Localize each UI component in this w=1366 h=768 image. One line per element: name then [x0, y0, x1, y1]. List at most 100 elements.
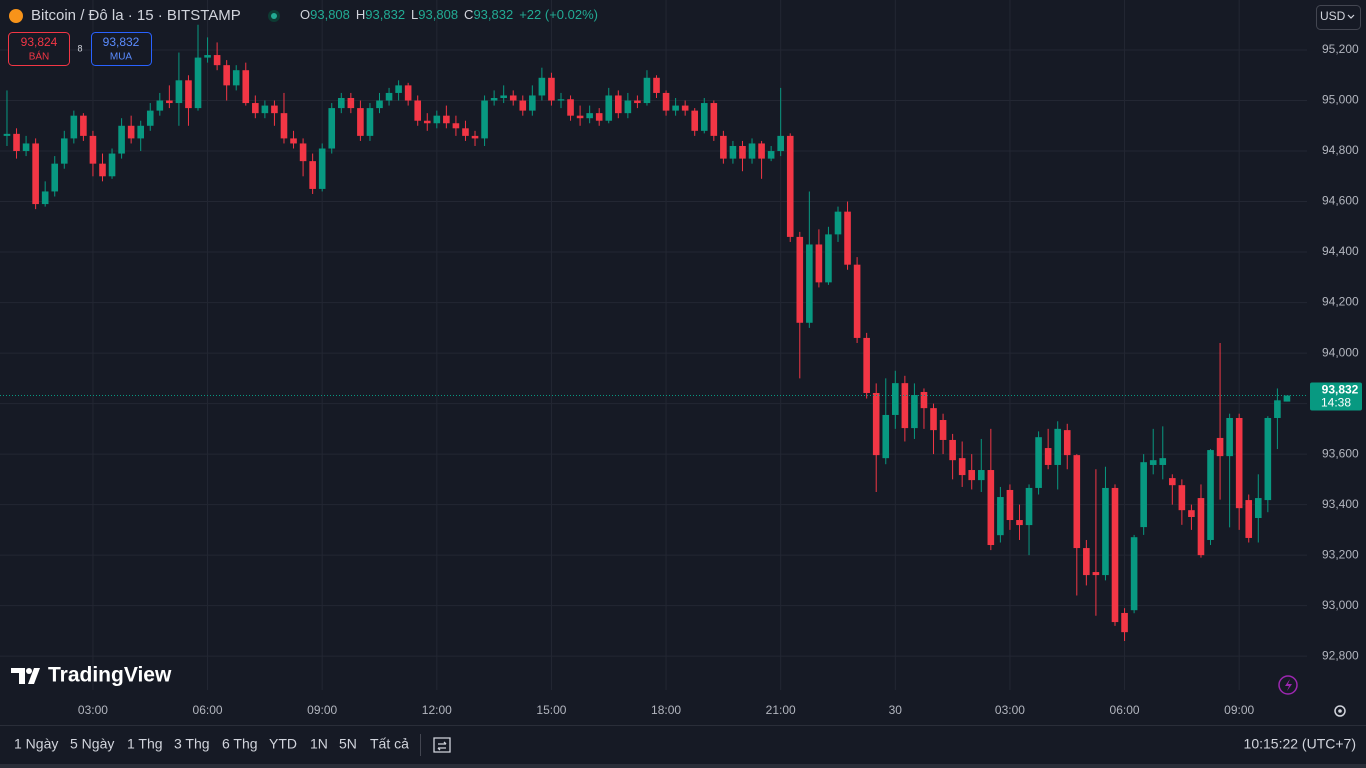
timeframe[interactable]: 6 Thg [222, 736, 258, 752]
logo-dot [26, 668, 32, 674]
candle-body [1159, 458, 1167, 465]
candle-body [844, 211, 851, 265]
candle-body [720, 135, 727, 159]
timeframe[interactable]: 5 Ngày [70, 736, 114, 752]
countdown: 14:38 [1321, 396, 1351, 410]
sell-price: 93,824 [21, 35, 58, 49]
x-tick-label: 03:00 [995, 703, 1025, 717]
logo: TradingView [48, 664, 172, 687]
candle-body [1006, 489, 1014, 521]
candle-body [739, 145, 746, 159]
candle-body [3, 133, 11, 136]
candle-body [615, 95, 622, 114]
candle-body [700, 103, 708, 131]
candle-body [748, 143, 756, 159]
buy-price: 93,832 [103, 35, 140, 49]
candle-body [1073, 455, 1081, 549]
y-tick-label: 93,400 [1322, 497, 1359, 511]
candle-body [710, 103, 718, 136]
candle-body [376, 100, 383, 109]
candle-body [1149, 460, 1157, 465]
chevron [1347, 14, 1355, 19]
candle-body [1111, 487, 1119, 623]
alert-icon[interactable] [1278, 675, 1298, 695]
candle-body [834, 211, 842, 235]
candle-body [89, 135, 97, 164]
last-price-label: 93,832 [1322, 383, 1359, 397]
x-tick-label: 12:00 [422, 703, 452, 717]
candle-body [22, 143, 30, 152]
candle-body [624, 100, 632, 114]
sell-button[interactable] [8, 32, 70, 66]
candle-body [576, 115, 584, 119]
candle-body [786, 135, 794, 237]
change: +22 (+0.02%) [519, 7, 598, 22]
candle-body [108, 153, 116, 177]
ohlc-key: L [411, 7, 418, 22]
logo-icon [11, 668, 40, 684]
candle-body [166, 100, 173, 104]
x-tick-label: 15:00 [536, 703, 566, 717]
candle-body [1063, 430, 1071, 456]
candle-body [194, 57, 202, 109]
candle-body [280, 113, 288, 139]
candle-body [997, 497, 1004, 536]
x-tick-label: 09:00 [1224, 703, 1254, 717]
buy-label: MUA [110, 52, 133, 63]
candle-body [347, 97, 355, 109]
timeframe[interactable]: 1 Thg [127, 736, 163, 752]
ohlc-key: H [356, 7, 365, 22]
candle-body [13, 133, 20, 152]
candle-body [299, 143, 307, 162]
candle-body [271, 105, 278, 114]
candle-body [1083, 548, 1090, 576]
y-tick-label: 94,200 [1322, 295, 1359, 309]
timeframe[interactable]: Tất cả [370, 736, 409, 752]
candle-body [1035, 437, 1042, 488]
timeframe[interactable]: 1N [310, 736, 328, 752]
clock: 10:15:22 (UTC+7) [1244, 736, 1356, 752]
ohlc-key: O [300, 7, 310, 22]
candle-body [118, 125, 125, 154]
candle-body [977, 470, 985, 481]
timeframe[interactable]: YTD [269, 736, 297, 752]
candle-body [806, 244, 813, 323]
candle-body [911, 395, 918, 429]
candle-body [634, 100, 641, 104]
candle-body [404, 85, 412, 101]
settings-icon[interactable] [1334, 705, 1346, 717]
candle-body [1274, 400, 1281, 418]
candle-body [853, 264, 861, 338]
y-tick-label: 93,600 [1322, 446, 1359, 460]
x-tick-label: 21:00 [766, 703, 796, 717]
timeframe[interactable]: 5N [339, 736, 357, 752]
candle-body [309, 161, 316, 189]
candle-body [958, 458, 966, 476]
candle-body [863, 337, 870, 393]
candle-body [481, 100, 488, 139]
timeframe[interactable]: 3 Thg [174, 736, 210, 752]
candle-body [204, 55, 211, 58]
candle-body [1207, 450, 1214, 540]
candle-body [557, 99, 565, 101]
symbol[interactable]: Bitcoin / Đô la · 15 · BITSTAMP [31, 7, 241, 24]
candle-body [252, 103, 259, 114]
bolt [1285, 679, 1292, 691]
buy-button[interactable] [91, 32, 152, 66]
candle-body [509, 95, 517, 101]
candle-body [825, 234, 832, 283]
candle-body [567, 99, 574, 116]
currency-button[interactable] [1316, 5, 1361, 30]
candle-body [185, 80, 192, 109]
date-range-icon[interactable] [433, 737, 451, 753]
candle-body [500, 95, 507, 98]
y-tick-label: 95,000 [1322, 93, 1359, 107]
market-status-dot [271, 13, 277, 19]
timeframe[interactable]: 1 Ngày [14, 736, 58, 752]
x-tick-label: 18:00 [651, 703, 681, 717]
candle-body [175, 80, 183, 104]
candle-body [538, 77, 546, 96]
candle-body [691, 110, 699, 131]
bottom-edge [0, 764, 1366, 768]
